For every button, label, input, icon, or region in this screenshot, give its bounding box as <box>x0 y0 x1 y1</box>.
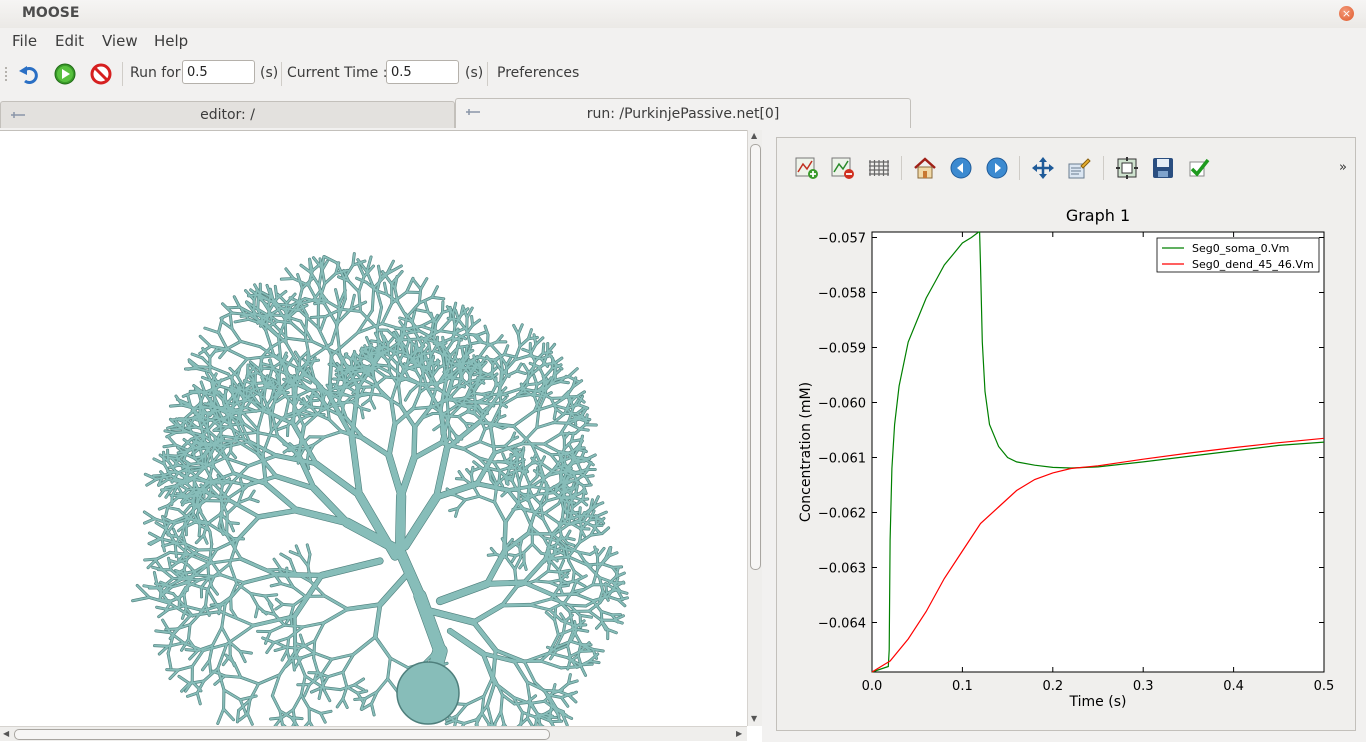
grid-icon[interactable] <box>867 156 891 180</box>
plot-toolbar-separator <box>1019 156 1020 180</box>
line-chart[interactable]: Graph 1 Time (s) Concentration (mM) 0.0 0… <box>787 196 1345 722</box>
legend-label: Seg0_soma_0.Vm <box>1192 242 1289 255</box>
toolbar-separator <box>487 62 488 86</box>
apply-icon[interactable] <box>1187 156 1211 180</box>
plot-toolbar-separator <box>901 156 902 180</box>
scroll-right-arrow[interactable]: ▶ <box>736 729 742 738</box>
matplotlib-figure[interactable]: Graph 1 Time (s) Concentration (mM) 0.0 0… <box>787 196 1345 722</box>
x-tick-label: 0.3 <box>1133 679 1154 694</box>
back-icon[interactable] <box>949 156 973 180</box>
current-time-unit: (s) <box>465 65 483 81</box>
toolbar-separator <box>122 62 123 86</box>
run-for-input[interactable] <box>182 60 255 84</box>
tab-run-label: run: /PurkinjePassive.net[0] <box>587 106 780 122</box>
plot-toolbar-separator <box>1103 156 1104 180</box>
run-for-unit: (s) <box>260 65 278 81</box>
toolbar-overflow-button[interactable]: » <box>1339 160 1347 175</box>
y-tick-label: −0.057 <box>818 232 866 247</box>
vertical-scrollbar[interactable]: ▲ ▼ <box>747 130 762 726</box>
x-tick-label: 0.5 <box>1314 679 1335 694</box>
toolbar-separator <box>281 62 282 86</box>
reset-icon[interactable] <box>17 62 41 86</box>
preferences-button[interactable]: Preferences <box>497 65 579 81</box>
plot-area <box>872 232 1324 672</box>
horizontal-scrollbar[interactable]: ◀ ▶ <box>0 726 747 741</box>
stop-icon[interactable] <box>89 62 113 86</box>
plot-toolbar: » <box>777 138 1355 194</box>
chart-title: Graph 1 <box>1066 206 1130 225</box>
y-tick-label: −0.063 <box>818 562 866 577</box>
add-plot-icon[interactable] <box>795 156 819 180</box>
window-title: MOOSE <box>22 5 79 21</box>
scroll-down-arrow[interactable]: ▼ <box>751 714 757 723</box>
x-tick-label: 0.0 <box>862 679 883 694</box>
tab-editor[interactable]: editor: / <box>0 101 455 128</box>
current-time-input[interactable] <box>386 60 459 84</box>
legend-label: Seg0_dend_45_46.Vm <box>1192 258 1314 271</box>
tab-bar: editor: / run: /PurkinjePassive.net[0] <box>0 98 1366 128</box>
horizontal-scroll-thumb[interactable] <box>14 729 550 740</box>
tab-editor-label: editor: / <box>200 107 255 123</box>
y-tick-label: −0.060 <box>818 397 866 412</box>
menu-edit[interactable]: Edit <box>55 32 84 50</box>
close-icon[interactable]: × <box>1339 6 1354 21</box>
y-axis-label: Concentration (mM) <box>798 382 814 522</box>
x-tick-label: 0.4 <box>1223 679 1244 694</box>
tab-icon <box>466 109 480 115</box>
home-icon[interactable] <box>913 156 937 180</box>
forward-icon[interactable] <box>985 156 1009 180</box>
current-time-label: Current Time : <box>287 65 387 81</box>
menu-help[interactable]: Help <box>154 32 188 50</box>
run-icon[interactable] <box>53 62 77 86</box>
y-tick-label: −0.064 <box>818 617 866 632</box>
main-toolbar: Run for (s) Current Time : (s) Preferenc… <box>0 54 1366 92</box>
save-icon[interactable] <box>1151 156 1175 180</box>
menu-file[interactable]: File <box>12 32 37 50</box>
pane-splitter[interactable] <box>762 130 776 741</box>
subplots-icon[interactable] <box>1115 156 1139 180</box>
x-tick-label: 0.1 <box>952 679 973 694</box>
y-tick-label: −0.062 <box>818 507 866 522</box>
dendrite-tree <box>133 254 628 727</box>
menubar: File Edit View Help <box>0 28 1366 53</box>
plot-panel: » Graph 1 Time (s) Concentration (mM) 0.… <box>776 137 1356 731</box>
x-tick-label: 0.2 <box>1042 679 1063 694</box>
y-tick-label: −0.058 <box>818 287 866 302</box>
run-for-label: Run for <box>130 65 181 81</box>
scroll-left-arrow[interactable]: ◀ <box>3 729 9 738</box>
y-tick-label: −0.059 <box>818 342 866 357</box>
toolbar-grip[interactable] <box>5 67 10 81</box>
scroll-up-arrow[interactable]: ▲ <box>751 131 757 140</box>
remove-plot-icon[interactable] <box>831 156 855 180</box>
y-tick-label: −0.061 <box>818 452 866 467</box>
tab-run[interactable]: run: /PurkinjePassive.net[0] <box>455 98 911 128</box>
purkinje-neuron-morphology[interactable] <box>0 131 747 727</box>
window-titlebar: MOOSE × <box>0 0 1366 28</box>
tab-icon <box>11 112 25 118</box>
menu-view[interactable]: View <box>102 32 138 50</box>
soma <box>397 662 459 724</box>
pan-icon[interactable] <box>1031 156 1055 180</box>
vertical-scroll-thumb[interactable] <box>750 144 761 570</box>
x-axis-label: Time (s) <box>1069 694 1127 710</box>
configure-icon[interactable] <box>1067 156 1091 180</box>
neuron-3d-view[interactable] <box>0 130 762 742</box>
